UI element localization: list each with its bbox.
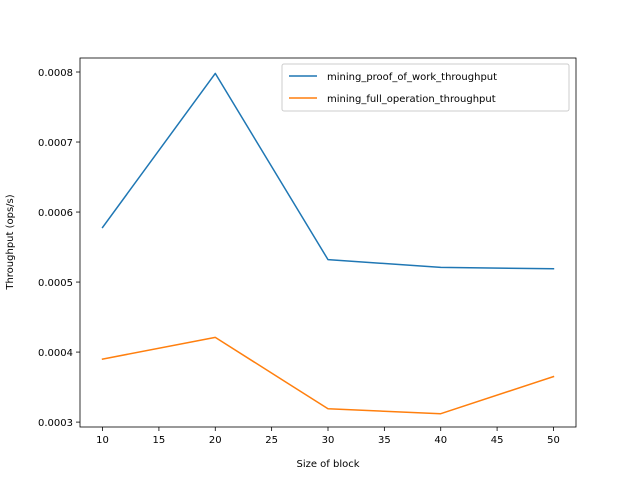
plot-frame xyxy=(79,57,577,428)
legend-label-full-operation: mining_full_operation_throughput xyxy=(327,94,496,105)
x-tick-label-10: 10 xyxy=(96,435,109,446)
plot-area xyxy=(80,58,576,427)
x-tick-label-25: 25 xyxy=(265,435,278,446)
series-layer xyxy=(101,72,555,415)
y-tick-label-5: 0.0008 xyxy=(38,68,73,79)
x-axis-label: Size of block xyxy=(296,459,359,470)
x-tick-label-40: 40 xyxy=(434,435,447,446)
legend-label-proof-of-work: mining_proof_of_work_throughput xyxy=(327,72,497,83)
legend: mining_proof_of_work_throughput mining_f… xyxy=(281,63,570,112)
x-tick-label-50: 50 xyxy=(547,435,560,446)
x-axis: 10 15 20 25 30 35 40 45 50 xyxy=(96,427,560,446)
y-tick-label-3: 0.0006 xyxy=(38,208,73,219)
y-tick-label-2: 0.0005 xyxy=(38,278,73,289)
legend-box xyxy=(281,63,570,112)
x-tick-label-35: 35 xyxy=(378,435,391,446)
x-tick-label-30: 30 xyxy=(322,435,335,446)
y-axis-label: Throughput (ops/s) xyxy=(5,194,16,290)
y-axis: 0.0003 0.0004 0.0005 0.0006 0.0007 0.0008 xyxy=(38,68,80,429)
y-tick-label-0: 0.0003 xyxy=(38,418,73,429)
x-tick-label-45: 45 xyxy=(491,435,504,446)
x-tick-label-20: 20 xyxy=(209,435,222,446)
x-tick-label-15: 15 xyxy=(153,435,166,446)
y-tick-label-1: 0.0004 xyxy=(38,348,73,359)
y-tick-label-4: 0.0007 xyxy=(38,138,73,149)
